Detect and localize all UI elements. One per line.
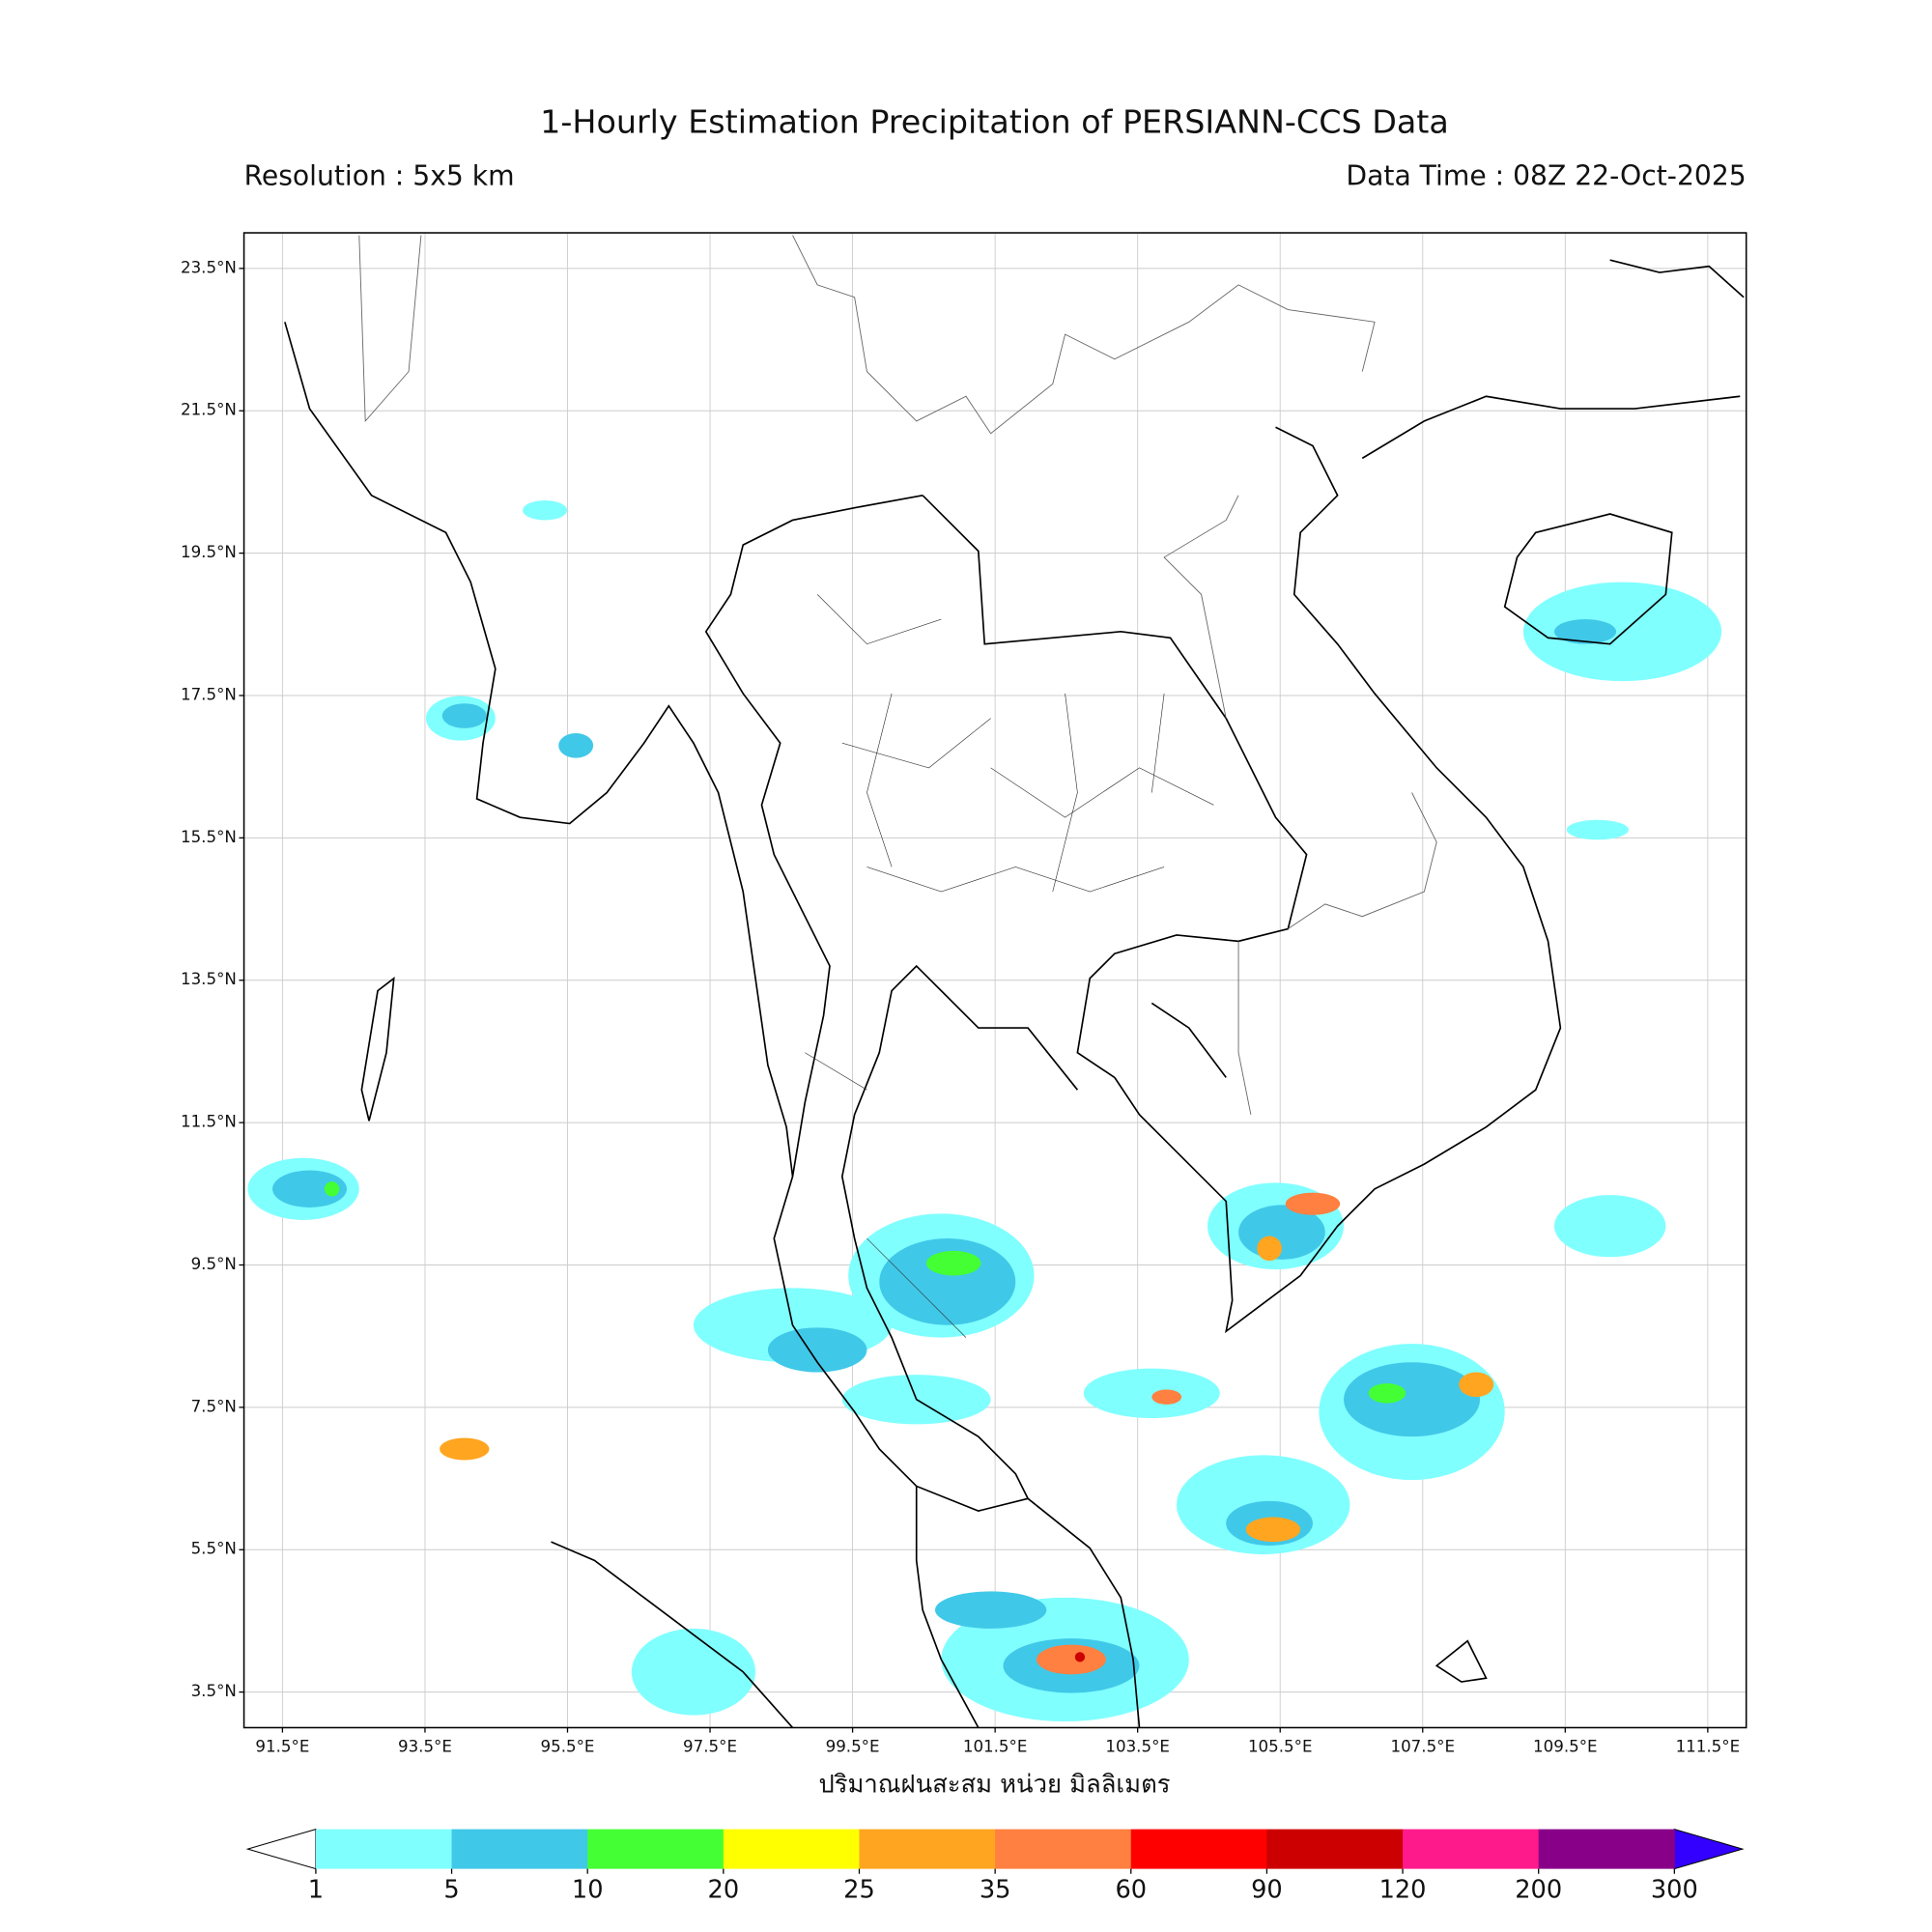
colorbar-label: 200 bbox=[1515, 1876, 1562, 1905]
x-tick-label: 99.5°E bbox=[826, 1737, 880, 1755]
colorbar-over bbox=[1673, 1828, 1745, 1870]
colorbar-label: 120 bbox=[1379, 1876, 1427, 1905]
title: 1-Hourly Estimation Precipitation of PER… bbox=[540, 103, 1449, 141]
x-tick-label: 97.5°E bbox=[683, 1737, 737, 1755]
x-tick-label: 107.5°E bbox=[1390, 1737, 1455, 1755]
y-tick-label: 5.5°N bbox=[191, 1540, 237, 1558]
grid bbox=[243, 233, 1747, 1728]
colorbar-segment bbox=[995, 1829, 1132, 1869]
land-outlines bbox=[284, 235, 1745, 1729]
y-tick-label: 13.5°N bbox=[181, 970, 237, 988]
x-tick-label: 109.5°E bbox=[1533, 1737, 1598, 1755]
y-tick-label: 17.5°N bbox=[181, 685, 237, 703]
colorbar: 1 5 10 20 25 35 60 90 120 200 300 bbox=[245, 1828, 1745, 1905]
y-tick-label: 3.5°N bbox=[191, 1682, 237, 1700]
x-tick-label: 105.5°E bbox=[1248, 1737, 1313, 1755]
x-axis-label: ปริมาณฝนสะสม หน่วย มิลลิเมตร bbox=[818, 1771, 1170, 1800]
x-tick-label: 93.5°E bbox=[398, 1737, 452, 1755]
y-tick-label: 19.5°N bbox=[181, 543, 237, 561]
colorbar-label: 35 bbox=[980, 1876, 1011, 1905]
y-tick-label: 9.5°N bbox=[191, 1255, 237, 1273]
y-tick-label: 7.5°N bbox=[191, 1397, 237, 1415]
colorbar-label: 20 bbox=[708, 1876, 740, 1905]
colorbar-segment bbox=[723, 1829, 861, 1869]
x-tick-label: 101.5°E bbox=[963, 1737, 1028, 1755]
colorbar-label: 300 bbox=[1651, 1876, 1698, 1905]
colorbar-segment bbox=[1266, 1829, 1404, 1869]
colorbar-under bbox=[245, 1828, 317, 1870]
colorbar-segment bbox=[587, 1829, 724, 1869]
colorbar-segment bbox=[451, 1829, 588, 1869]
colorbar-label: 60 bbox=[1115, 1876, 1147, 1905]
y-tick-label: 23.5°N bbox=[181, 258, 237, 276]
colorbar-label: 5 bbox=[443, 1876, 459, 1905]
x-tick-label: 91.5°E bbox=[255, 1737, 309, 1755]
resolution: Resolution : 5x5 km bbox=[244, 159, 515, 191]
colorbar-segment bbox=[315, 1829, 453, 1869]
colorbar-segment bbox=[1403, 1829, 1540, 1869]
colorbar-label: 25 bbox=[843, 1876, 875, 1905]
precipitation bbox=[247, 499, 1722, 1722]
colorbar-label: 1 bbox=[308, 1876, 324, 1905]
colorbar-label: 10 bbox=[572, 1876, 604, 1905]
x-tick-label: 95.5°E bbox=[541, 1737, 595, 1755]
y-tick-label: 21.5°N bbox=[181, 401, 237, 419]
data-time: Data Time : 08Z 22-Oct-2025 bbox=[1346, 159, 1746, 191]
colorbar-segment bbox=[1130, 1829, 1268, 1869]
y-tick-label: 15.5°N bbox=[181, 828, 237, 846]
x-tick-label: 111.5°E bbox=[1676, 1737, 1741, 1755]
colorbar-segment bbox=[1538, 1829, 1675, 1869]
x-tick-label: 103.5°E bbox=[1105, 1737, 1170, 1755]
y-tick-label: 11.5°N bbox=[181, 1113, 237, 1131]
colorbar-segment bbox=[859, 1829, 996, 1869]
colorbar-label: 90 bbox=[1251, 1876, 1283, 1905]
